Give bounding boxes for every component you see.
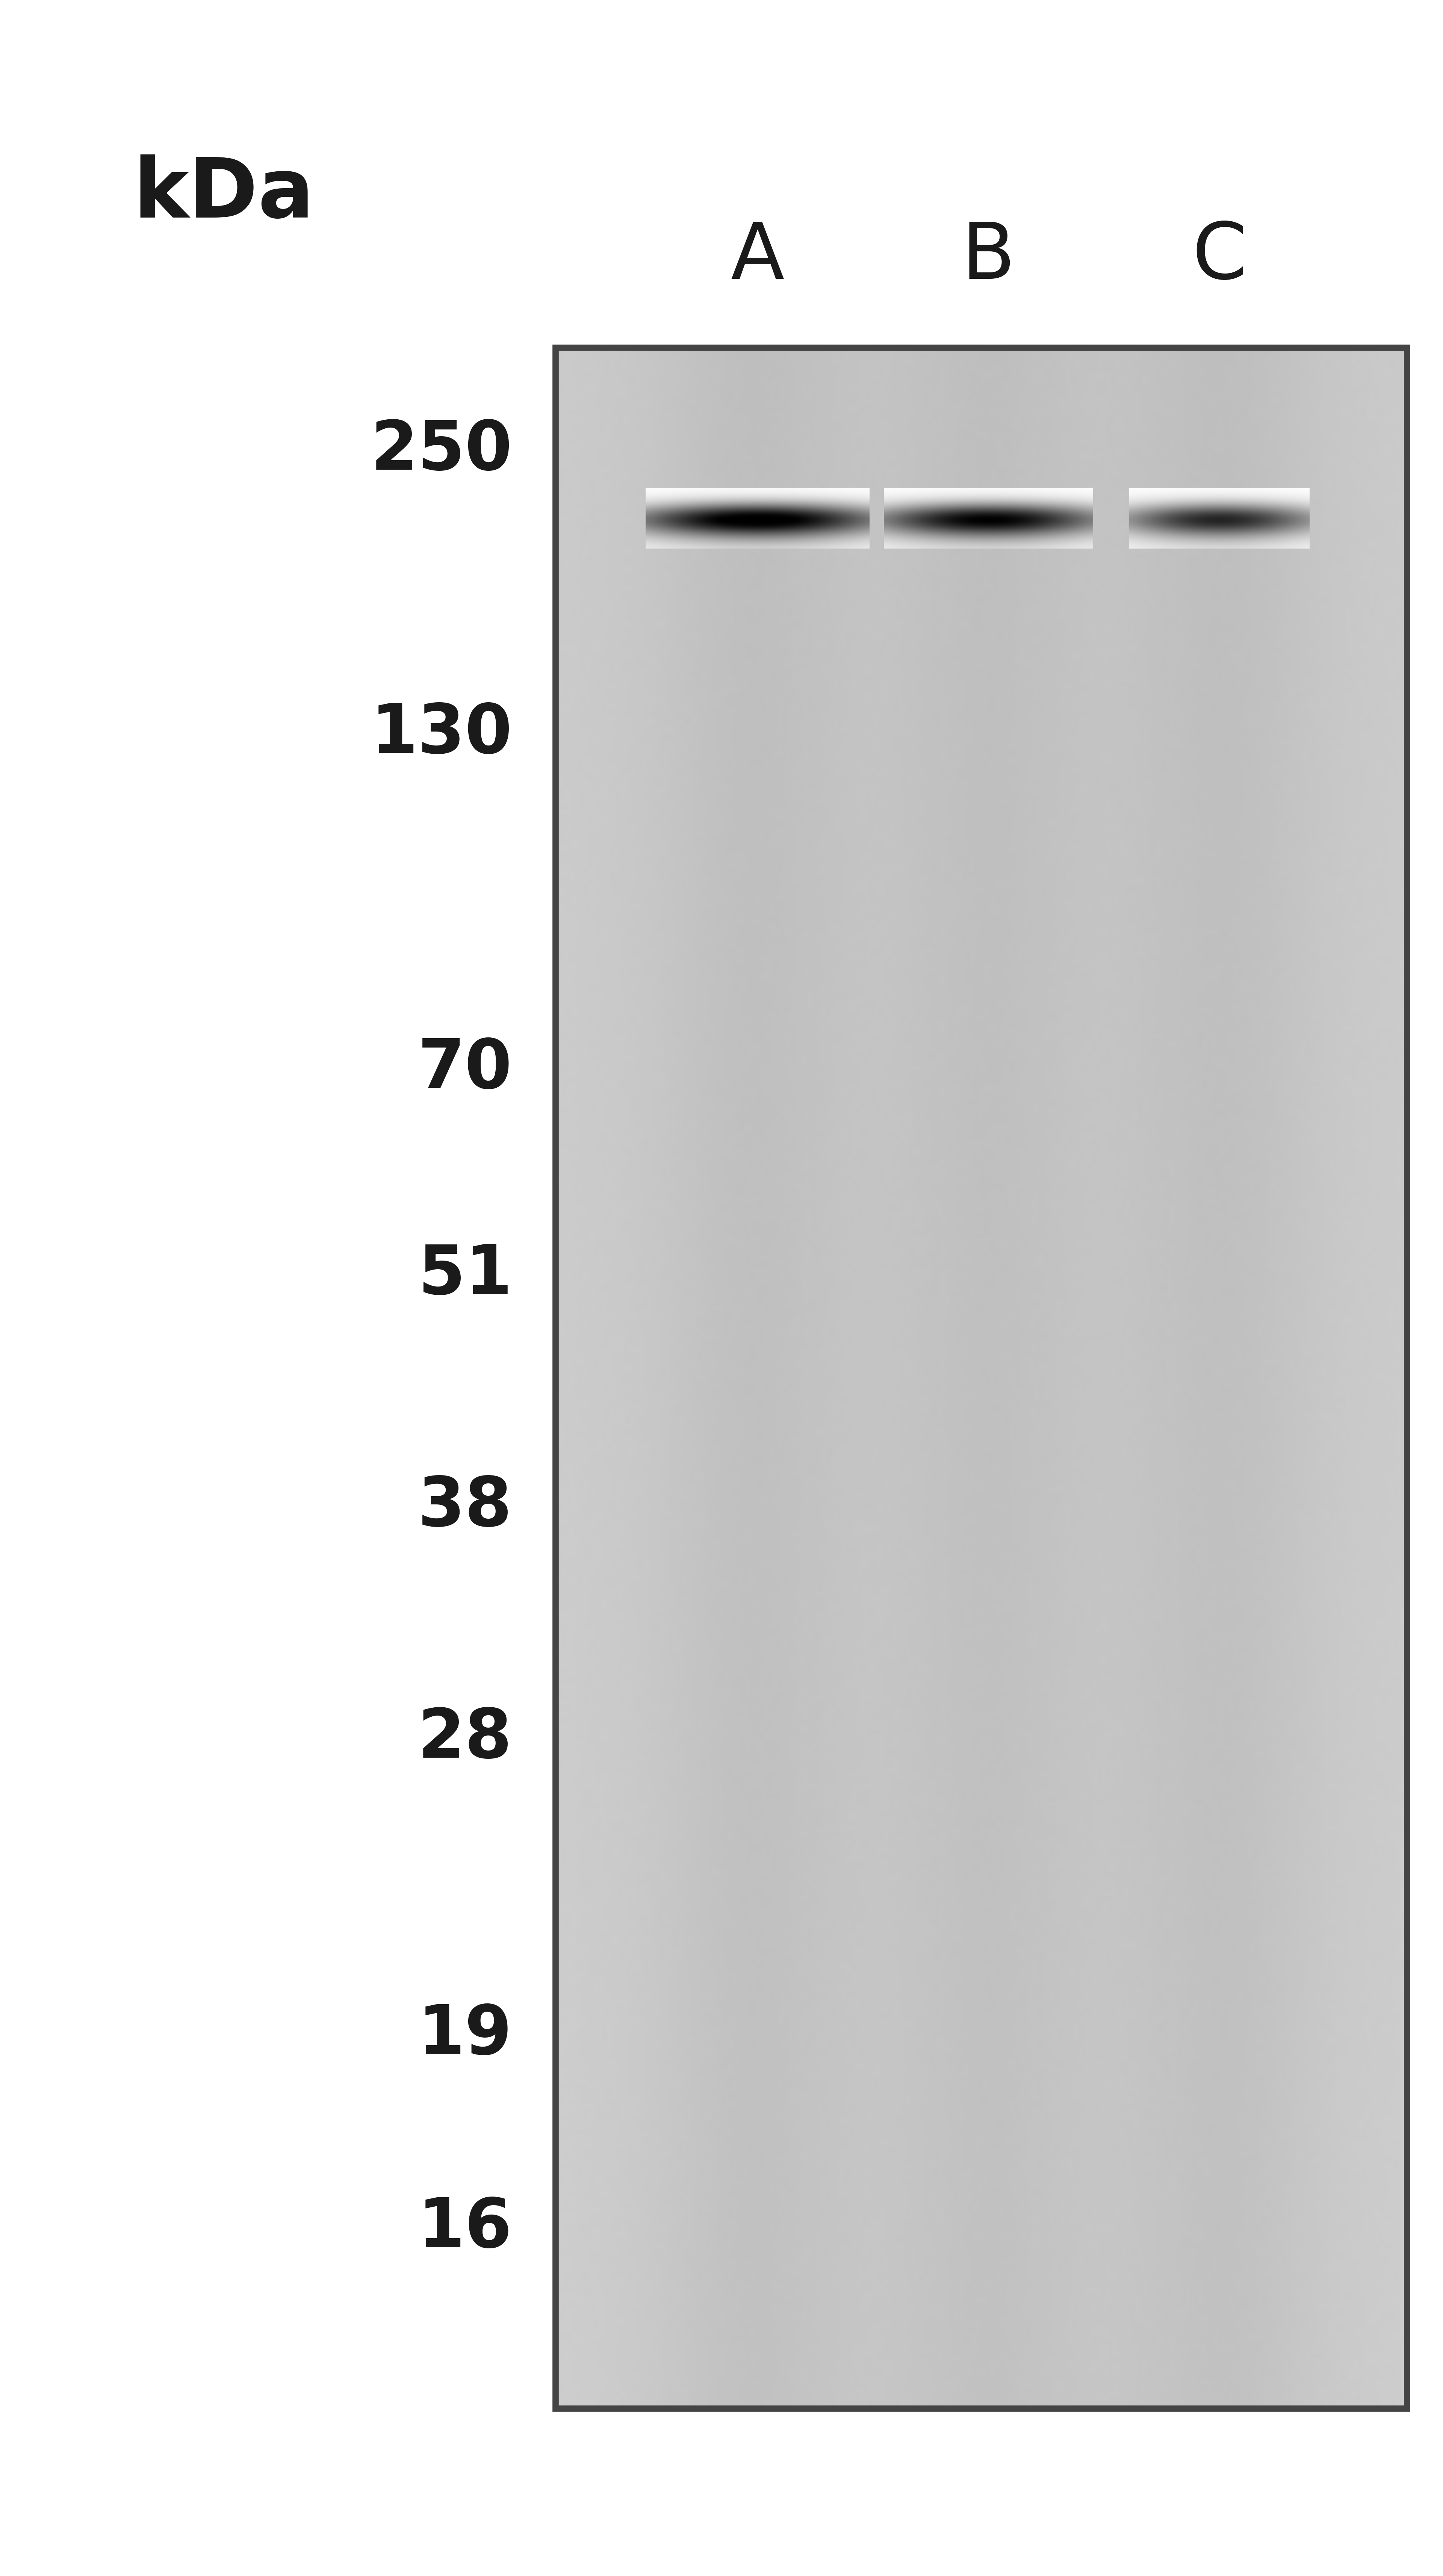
Text: 250: 250 <box>371 417 512 484</box>
Text: 28: 28 <box>418 1705 512 1772</box>
Text: 16: 16 <box>418 2195 512 2262</box>
Bar <box>556 348 1407 2409</box>
Text: 19: 19 <box>418 2002 512 2069</box>
Text: kDa: kDa <box>133 155 315 234</box>
Text: A: A <box>730 219 785 294</box>
Text: C: C <box>1192 219 1247 294</box>
Text: 38: 38 <box>418 1473 512 1540</box>
Text: 70: 70 <box>418 1036 512 1103</box>
Text: 130: 130 <box>371 701 512 768</box>
Text: 51: 51 <box>418 1242 512 1309</box>
Text: B: B <box>961 219 1016 294</box>
